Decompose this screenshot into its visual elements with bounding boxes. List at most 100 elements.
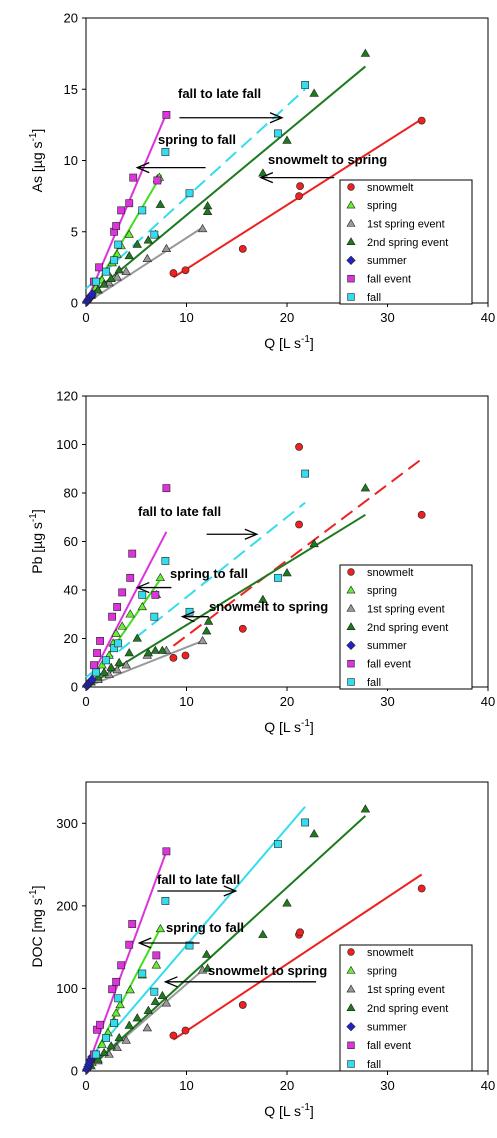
data-point: [114, 265, 124, 274]
data-point: [124, 648, 134, 657]
data-point: [112, 222, 121, 230]
x-axis-label: Q [L s-1]: [264, 718, 314, 735]
data-point: [282, 898, 292, 907]
data-point: [169, 269, 178, 277]
data-point: [110, 1019, 119, 1028]
y-tick-label: 10: [64, 153, 78, 168]
legend-marker: [347, 1060, 355, 1068]
data-point: [92, 277, 100, 286]
y-tick-label: 0: [71, 296, 78, 311]
data-point: [153, 176, 162, 185]
data-point: [161, 998, 172, 1007]
data-point: [117, 621, 127, 630]
data-point: [203, 616, 214, 625]
panel-doc: 0 10 20 30 40 0 100 200 300 Q [L s-1] DOC [mg s-1]…: [28, 781, 495, 1119]
data-point: [238, 624, 247, 633]
fit-line: [172, 873, 423, 1041]
legend-label: snowmelt: [367, 567, 413, 579]
data-point: [202, 963, 213, 972]
data-point: [301, 81, 309, 89]
arrow-head: [135, 162, 150, 174]
data-point: [93, 285, 103, 294]
data-point: [197, 635, 208, 645]
legend-label: spring: [367, 200, 397, 212]
data-point: [99, 1047, 109, 1057]
data-point: [92, 668, 100, 677]
data-point: [132, 1013, 142, 1022]
data-point: [309, 88, 319, 97]
y-tick-label: 60: [64, 534, 78, 549]
fit-line: [85, 639, 203, 688]
data-point: [150, 645, 161, 654]
y-tick-label: 15: [64, 82, 78, 97]
data-point: [274, 129, 282, 138]
annotation-label: fall to late fall: [178, 86, 261, 101]
y-tick-label: 20: [64, 631, 78, 646]
data-point: [125, 609, 135, 618]
y-tick-label: 300: [56, 816, 78, 831]
legend-label: fall: [367, 292, 381, 304]
data-point: [114, 994, 123, 1003]
data-point: [132, 633, 142, 642]
data-point: [282, 568, 292, 577]
data-point: [124, 229, 134, 238]
x-axis-label: Q [L s-1]: [264, 334, 314, 351]
series-snowmelt: [169, 443, 426, 662]
arrow-head: [269, 112, 284, 124]
annotation-label: snowmelt to spring: [209, 599, 328, 614]
data-point: [161, 897, 170, 905]
legend: snowmelt spring 1st spring event 2nd spring…: [339, 179, 473, 305]
legend-marker: [347, 183, 355, 191]
legend-label: 2nd spring event: [367, 1003, 448, 1015]
arrow-head: [135, 581, 150, 594]
series-fall: [92, 81, 309, 286]
legend-marker: [347, 274, 355, 283]
data-point: [93, 672, 103, 681]
data-point: [114, 639, 123, 648]
legend-marker: [347, 948, 355, 956]
data-point: [93, 1054, 103, 1063]
data-point: [181, 1026, 190, 1035]
legend-marker: [346, 603, 356, 612]
x-tick-label: 0: [82, 694, 89, 709]
data-point: [138, 590, 147, 599]
data-point: [161, 148, 170, 156]
data-point: [143, 1005, 154, 1014]
data-point: [161, 556, 170, 565]
annotation-label: spring to fall: [170, 566, 248, 581]
x-tick-label: 30: [380, 694, 394, 709]
x-tick-label: 20: [280, 1078, 294, 1093]
fit-line: [85, 226, 204, 304]
data-point: [169, 654, 178, 662]
data-point: [150, 612, 159, 621]
series-fall: [92, 818, 309, 1059]
data-point: [117, 961, 126, 970]
legend: snowmelt spring 1st spring event 2nd spring…: [339, 564, 473, 690]
data-point: [142, 253, 153, 263]
fit-line: [85, 65, 367, 300]
legend-label: 1st spring event: [367, 603, 445, 615]
legend-marker: [346, 965, 356, 974]
legend-label: summer: [367, 255, 407, 267]
x-tick-label: 40: [481, 310, 495, 325]
legend-label: snowmelt: [367, 947, 413, 959]
data-point: [161, 243, 172, 253]
data-point: [295, 192, 303, 201]
data-point: [112, 665, 122, 674]
fit-line: [85, 851, 168, 1072]
data-point: [258, 929, 268, 938]
data-point: [181, 266, 190, 275]
legend-marker: [346, 237, 356, 246]
data-point: [97, 1039, 107, 1048]
data-point: [106, 662, 116, 671]
legend-marker: [346, 255, 356, 265]
y-tick-label: 0: [71, 1064, 78, 1079]
legend-box: [339, 944, 473, 1072]
legend-label: fall: [367, 1059, 381, 1071]
data-point: [185, 189, 194, 198]
data-point: [97, 660, 107, 669]
data-point: [238, 244, 247, 253]
data-point: [197, 223, 208, 233]
fit-line: [85, 513, 366, 688]
data-point: [296, 182, 304, 191]
